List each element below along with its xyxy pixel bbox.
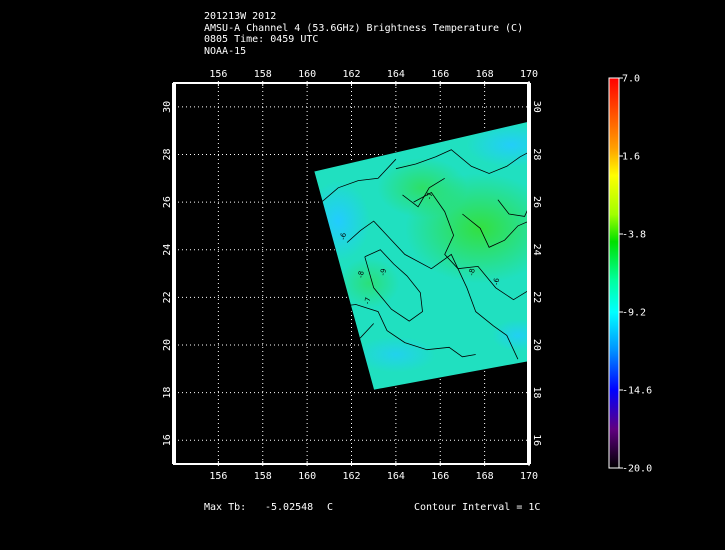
lon-label-top: 168 bbox=[476, 69, 494, 80]
lon-label-top: 156 bbox=[209, 69, 227, 80]
lat-label-right: 22 bbox=[531, 291, 542, 303]
lat-label-left: 16 bbox=[162, 434, 173, 446]
colorbar-label: -9.2 bbox=[622, 308, 646, 319]
cool-region bbox=[355, 336, 436, 373]
contour-line bbox=[462, 213, 529, 248]
lat-label-right: 16 bbox=[531, 434, 542, 446]
warm-region bbox=[339, 258, 400, 309]
max-tb-label: Max Tb: bbox=[204, 502, 247, 513]
warm-region bbox=[377, 157, 468, 218]
contour-label: -7 bbox=[363, 297, 372, 305]
lon-label-top: 162 bbox=[342, 69, 360, 80]
max-tb-unit: C bbox=[327, 502, 334, 513]
cool-region bbox=[491, 319, 529, 352]
lon-label-top: 158 bbox=[254, 69, 272, 80]
lon-label-bottom: 162 bbox=[342, 471, 360, 482]
lon-label-bottom: 168 bbox=[476, 471, 494, 482]
lon-label-top: 166 bbox=[431, 69, 449, 80]
lon-label-bottom: 164 bbox=[387, 471, 405, 482]
contour-label: -8 bbox=[357, 270, 366, 278]
lat-label-right: 26 bbox=[531, 196, 542, 208]
colorbar-label: -14.6 bbox=[622, 386, 652, 397]
contour-label: -7 bbox=[425, 192, 434, 200]
lat-label-right: 18 bbox=[531, 387, 542, 399]
colorbar-label: 7.0 bbox=[622, 74, 640, 85]
contour-label: -6 bbox=[339, 232, 348, 241]
lon-label-bottom: 158 bbox=[254, 471, 272, 482]
lat-label-right: 24 bbox=[531, 244, 542, 256]
colorbar: 7.0 1.6 -3.8 -9.2 -14.6 -20.0 bbox=[608, 74, 652, 475]
lat-label-left: 24 bbox=[162, 244, 173, 256]
colorbar-label: 1.6 bbox=[622, 152, 640, 163]
contour-line bbox=[497, 199, 529, 217]
title-line-time: 0805 Time: 0459 UTC bbox=[204, 34, 319, 45]
title-line-channel: AMSU-A Channel 4 (53.6GHz) Brightness Te… bbox=[204, 22, 524, 34]
lat-label-left: 18 bbox=[162, 387, 173, 399]
contour-interval: Contour Interval = 1C bbox=[414, 502, 541, 513]
lat-label-right: 20 bbox=[531, 339, 542, 351]
max-tb-value: -5.02548 bbox=[265, 502, 314, 513]
colorbar-gradient bbox=[608, 77, 620, 469]
title-line-satellite: NOAA-15 bbox=[204, 45, 247, 57]
lat-label-left: 28 bbox=[162, 148, 173, 160]
lat-label-left: 26 bbox=[162, 196, 173, 208]
cool-region bbox=[313, 181, 371, 262]
contour-line bbox=[395, 149, 529, 174]
contour-line bbox=[346, 220, 519, 360]
contour-label: -6 bbox=[492, 277, 501, 286]
colorbar-label: -3.8 bbox=[622, 230, 646, 241]
lat-label-right: 30 bbox=[531, 101, 542, 113]
lon-label-bottom: 156 bbox=[209, 471, 227, 482]
lon-label-bottom: 170 bbox=[520, 471, 538, 482]
contour-line bbox=[402, 177, 445, 208]
lon-label-bottom: 166 bbox=[431, 471, 449, 482]
lat-label-left: 22 bbox=[162, 291, 173, 303]
data-swath: -6 -8 -9 -8 -6 -7 -7 bbox=[313, 120, 530, 391]
lon-label-top: 160 bbox=[298, 69, 316, 80]
title-line-date: 201213W 2012 bbox=[204, 11, 277, 22]
contour-line bbox=[364, 249, 423, 322]
contour-line bbox=[315, 158, 397, 208]
lat-label-left: 20 bbox=[162, 339, 173, 351]
lon-label-bottom: 160 bbox=[298, 471, 316, 482]
lat-label-left: 30 bbox=[162, 101, 173, 113]
lat-label-right: 28 bbox=[531, 148, 542, 160]
contour-label: -8 bbox=[468, 268, 477, 276]
lon-label-top: 164 bbox=[387, 69, 405, 80]
contour-label: -9 bbox=[379, 268, 388, 276]
contour-line bbox=[335, 304, 476, 358]
lon-label-top: 170 bbox=[520, 69, 538, 80]
cool-region bbox=[466, 122, 529, 167]
colorbar-label: -20.0 bbox=[622, 464, 652, 475]
contour-line bbox=[413, 191, 529, 301]
axis-ticks: 156 156 158 158 160 160 162 162 164 164 166 166 168 1… bbox=[162, 69, 542, 482]
map-title: 201213W 2012 AMSU-A Channel 4 (53.6GHz) B… bbox=[204, 11, 523, 57]
